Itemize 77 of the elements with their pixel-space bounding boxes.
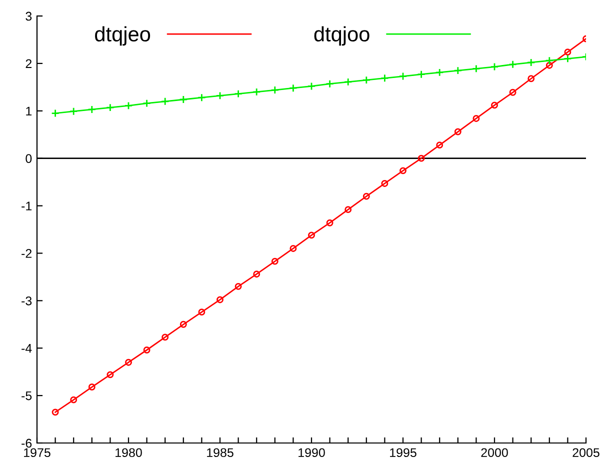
- point: [198, 93, 206, 102]
- point: [143, 346, 150, 354]
- x-tick-label: 2000: [481, 448, 508, 458]
- point: [88, 384, 96, 390]
- point: [509, 88, 516, 96]
- point: [380, 74, 389, 82]
- point: [381, 180, 388, 187]
- point: [290, 245, 297, 252]
- point: [564, 48, 572, 56]
- point: [491, 102, 498, 109]
- legend-label: dtqjeo: [95, 26, 150, 46]
- point: [308, 232, 315, 239]
- point: [234, 90, 242, 98]
- point: [545, 56, 554, 65]
- y-tick-label: 3: [26, 12, 32, 21]
- y-tick-label: -5: [22, 391, 32, 400]
- y-tick-label: -4: [22, 344, 32, 353]
- x-tick-label: 2005: [572, 448, 600, 458]
- point: [528, 75, 535, 82]
- y-tick-label: -2: [22, 249, 32, 258]
- y-tick-label: -1: [22, 202, 32, 210]
- point: [125, 358, 132, 366]
- point: [362, 192, 370, 200]
- point: [160, 97, 170, 106]
- point: [142, 99, 151, 108]
- point: [51, 109, 60, 118]
- point: [362, 76, 371, 84]
- point: [490, 62, 499, 71]
- point: [270, 86, 280, 94]
- point: [198, 308, 206, 316]
- point: [106, 371, 114, 378]
- point: [454, 128, 462, 136]
- y-tick-label: -3: [22, 296, 32, 306]
- x-tick-label: 1995: [390, 448, 416, 458]
- point: [326, 80, 334, 88]
- point: [253, 270, 260, 278]
- point: [106, 103, 114, 112]
- point: [344, 206, 352, 214]
- point: [180, 320, 187, 328]
- point: [400, 167, 406, 174]
- point: [234, 282, 242, 290]
- point: [252, 88, 261, 96]
- x-tick-label: 1985: [207, 448, 234, 458]
- point: [162, 334, 169, 341]
- y-tick-label: 2: [26, 59, 32, 68]
- point: [88, 105, 96, 114]
- point: [454, 66, 462, 75]
- point: [216, 296, 224, 304]
- y-tick-label: 1: [26, 106, 32, 116]
- point: [326, 219, 334, 226]
- point: [436, 142, 444, 149]
- point: [435, 68, 444, 77]
- point: [472, 64, 480, 73]
- point: [417, 70, 426, 79]
- point: [52, 408, 59, 416]
- legend-label: dtqjoo: [314, 26, 370, 46]
- x-tick-label: 1990: [298, 448, 325, 458]
- point: [418, 154, 425, 162]
- point: [564, 54, 572, 63]
- y-tick-label: -6: [22, 438, 32, 448]
- y-tick-label: 0: [26, 154, 32, 163]
- point: [546, 62, 553, 69]
- point: [526, 58, 536, 67]
- point: [344, 78, 352, 86]
- x-tick-label: 1980: [116, 448, 142, 458]
- point: [179, 95, 188, 104]
- point: [70, 396, 78, 404]
- point: [289, 84, 298, 92]
- point: [216, 92, 224, 100]
- point: [398, 72, 408, 80]
- point: [307, 82, 316, 90]
- point: [472, 115, 480, 122]
- point: [508, 60, 517, 69]
- point: [271, 258, 278, 265]
- x-tick-label: 1975: [24, 448, 50, 458]
- point: [124, 102, 133, 110]
- point: [69, 107, 78, 116]
